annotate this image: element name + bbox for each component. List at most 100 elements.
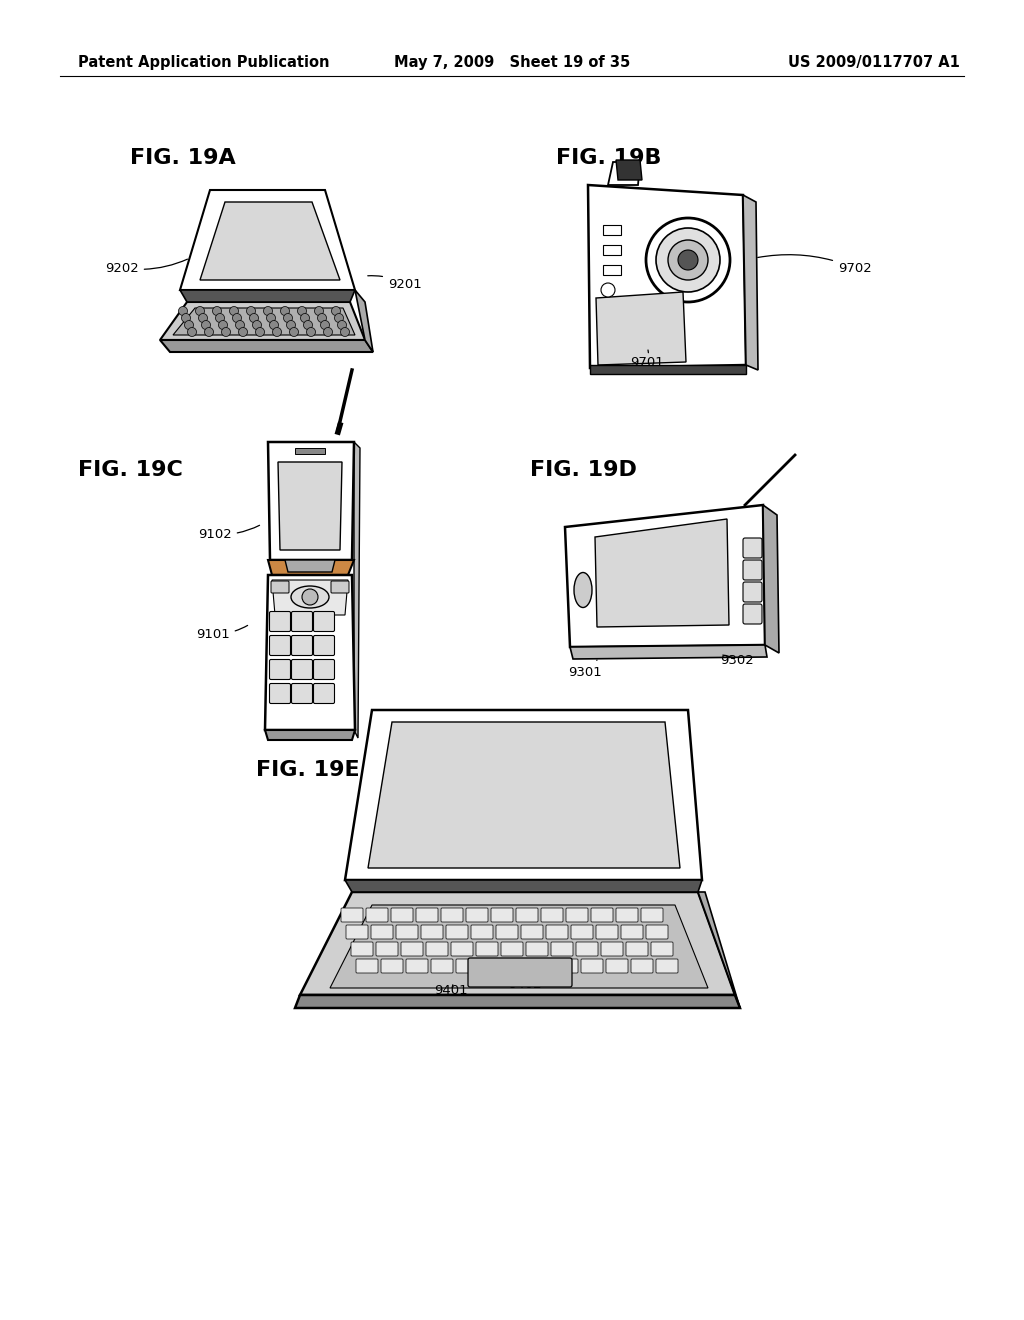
- Circle shape: [199, 314, 208, 322]
- Ellipse shape: [574, 573, 592, 607]
- FancyBboxPatch shape: [269, 684, 291, 704]
- Circle shape: [253, 321, 261, 330]
- FancyBboxPatch shape: [743, 582, 762, 602]
- FancyBboxPatch shape: [456, 960, 478, 973]
- FancyBboxPatch shape: [292, 684, 312, 704]
- Polygon shape: [368, 722, 680, 869]
- FancyBboxPatch shape: [476, 942, 498, 956]
- Text: US 2009/0117707 A1: US 2009/0117707 A1: [788, 55, 961, 70]
- FancyBboxPatch shape: [481, 960, 503, 973]
- Circle shape: [321, 321, 330, 330]
- FancyBboxPatch shape: [426, 942, 449, 956]
- Polygon shape: [180, 190, 355, 290]
- Circle shape: [324, 327, 333, 337]
- Text: FIG. 19E: FIG. 19E: [256, 760, 359, 780]
- FancyBboxPatch shape: [269, 611, 291, 631]
- FancyBboxPatch shape: [596, 925, 618, 939]
- FancyBboxPatch shape: [313, 611, 335, 631]
- FancyBboxPatch shape: [601, 942, 623, 956]
- FancyBboxPatch shape: [313, 660, 335, 680]
- FancyBboxPatch shape: [441, 908, 463, 921]
- Circle shape: [263, 306, 272, 315]
- FancyBboxPatch shape: [621, 925, 643, 939]
- Polygon shape: [180, 290, 355, 302]
- Circle shape: [205, 327, 213, 337]
- FancyBboxPatch shape: [526, 942, 548, 956]
- FancyBboxPatch shape: [531, 960, 553, 973]
- Text: 9701: 9701: [630, 350, 664, 368]
- Circle shape: [646, 218, 730, 302]
- Polygon shape: [570, 645, 767, 659]
- Polygon shape: [743, 195, 758, 370]
- Polygon shape: [345, 880, 702, 892]
- FancyBboxPatch shape: [616, 908, 638, 921]
- Polygon shape: [300, 892, 735, 995]
- Circle shape: [272, 327, 282, 337]
- Circle shape: [266, 314, 275, 322]
- FancyBboxPatch shape: [541, 908, 563, 921]
- FancyBboxPatch shape: [743, 560, 762, 579]
- FancyBboxPatch shape: [496, 925, 518, 939]
- Text: 9201: 9201: [368, 276, 422, 290]
- Polygon shape: [763, 506, 779, 653]
- Polygon shape: [272, 579, 348, 615]
- Text: FIG. 19C: FIG. 19C: [78, 459, 183, 480]
- FancyBboxPatch shape: [451, 942, 473, 956]
- FancyBboxPatch shape: [631, 960, 653, 973]
- FancyBboxPatch shape: [313, 684, 335, 704]
- Polygon shape: [698, 892, 740, 1008]
- Circle shape: [178, 306, 187, 315]
- FancyBboxPatch shape: [351, 942, 373, 956]
- Circle shape: [300, 314, 309, 322]
- Ellipse shape: [291, 586, 329, 609]
- Text: 9402: 9402: [500, 978, 542, 990]
- FancyBboxPatch shape: [556, 960, 578, 973]
- FancyBboxPatch shape: [581, 960, 603, 973]
- FancyBboxPatch shape: [381, 960, 403, 973]
- Polygon shape: [285, 560, 335, 572]
- Circle shape: [341, 327, 349, 337]
- Polygon shape: [160, 302, 365, 341]
- Polygon shape: [590, 366, 746, 374]
- FancyBboxPatch shape: [743, 605, 762, 624]
- Circle shape: [332, 306, 341, 315]
- FancyBboxPatch shape: [446, 925, 468, 939]
- Text: 9302: 9302: [720, 653, 754, 667]
- Circle shape: [250, 314, 258, 322]
- FancyBboxPatch shape: [292, 611, 312, 631]
- FancyBboxPatch shape: [431, 960, 453, 973]
- Polygon shape: [278, 462, 342, 550]
- Text: 9702: 9702: [758, 255, 871, 275]
- FancyBboxPatch shape: [571, 925, 593, 939]
- Circle shape: [196, 306, 205, 315]
- FancyBboxPatch shape: [271, 581, 289, 593]
- Polygon shape: [265, 576, 355, 730]
- Circle shape: [601, 282, 615, 297]
- Circle shape: [232, 314, 242, 322]
- FancyBboxPatch shape: [656, 960, 678, 973]
- Text: May 7, 2009   Sheet 19 of 35: May 7, 2009 Sheet 19 of 35: [394, 55, 630, 70]
- FancyBboxPatch shape: [566, 908, 588, 921]
- Circle shape: [678, 249, 698, 271]
- FancyBboxPatch shape: [376, 942, 398, 956]
- Polygon shape: [354, 442, 360, 738]
- FancyBboxPatch shape: [366, 908, 388, 921]
- Circle shape: [229, 306, 239, 315]
- Text: FIG. 19B: FIG. 19B: [556, 148, 662, 168]
- FancyBboxPatch shape: [401, 942, 423, 956]
- FancyBboxPatch shape: [521, 925, 543, 939]
- Circle shape: [187, 327, 197, 337]
- FancyBboxPatch shape: [546, 925, 568, 939]
- Polygon shape: [345, 710, 702, 880]
- FancyBboxPatch shape: [490, 908, 513, 921]
- Circle shape: [247, 306, 256, 315]
- Polygon shape: [268, 560, 354, 576]
- FancyBboxPatch shape: [406, 960, 428, 973]
- Polygon shape: [173, 308, 355, 335]
- Text: 9101: 9101: [196, 626, 248, 640]
- Circle shape: [239, 327, 248, 337]
- Circle shape: [314, 306, 324, 315]
- Circle shape: [284, 314, 293, 322]
- FancyBboxPatch shape: [269, 635, 291, 656]
- Circle shape: [335, 314, 343, 322]
